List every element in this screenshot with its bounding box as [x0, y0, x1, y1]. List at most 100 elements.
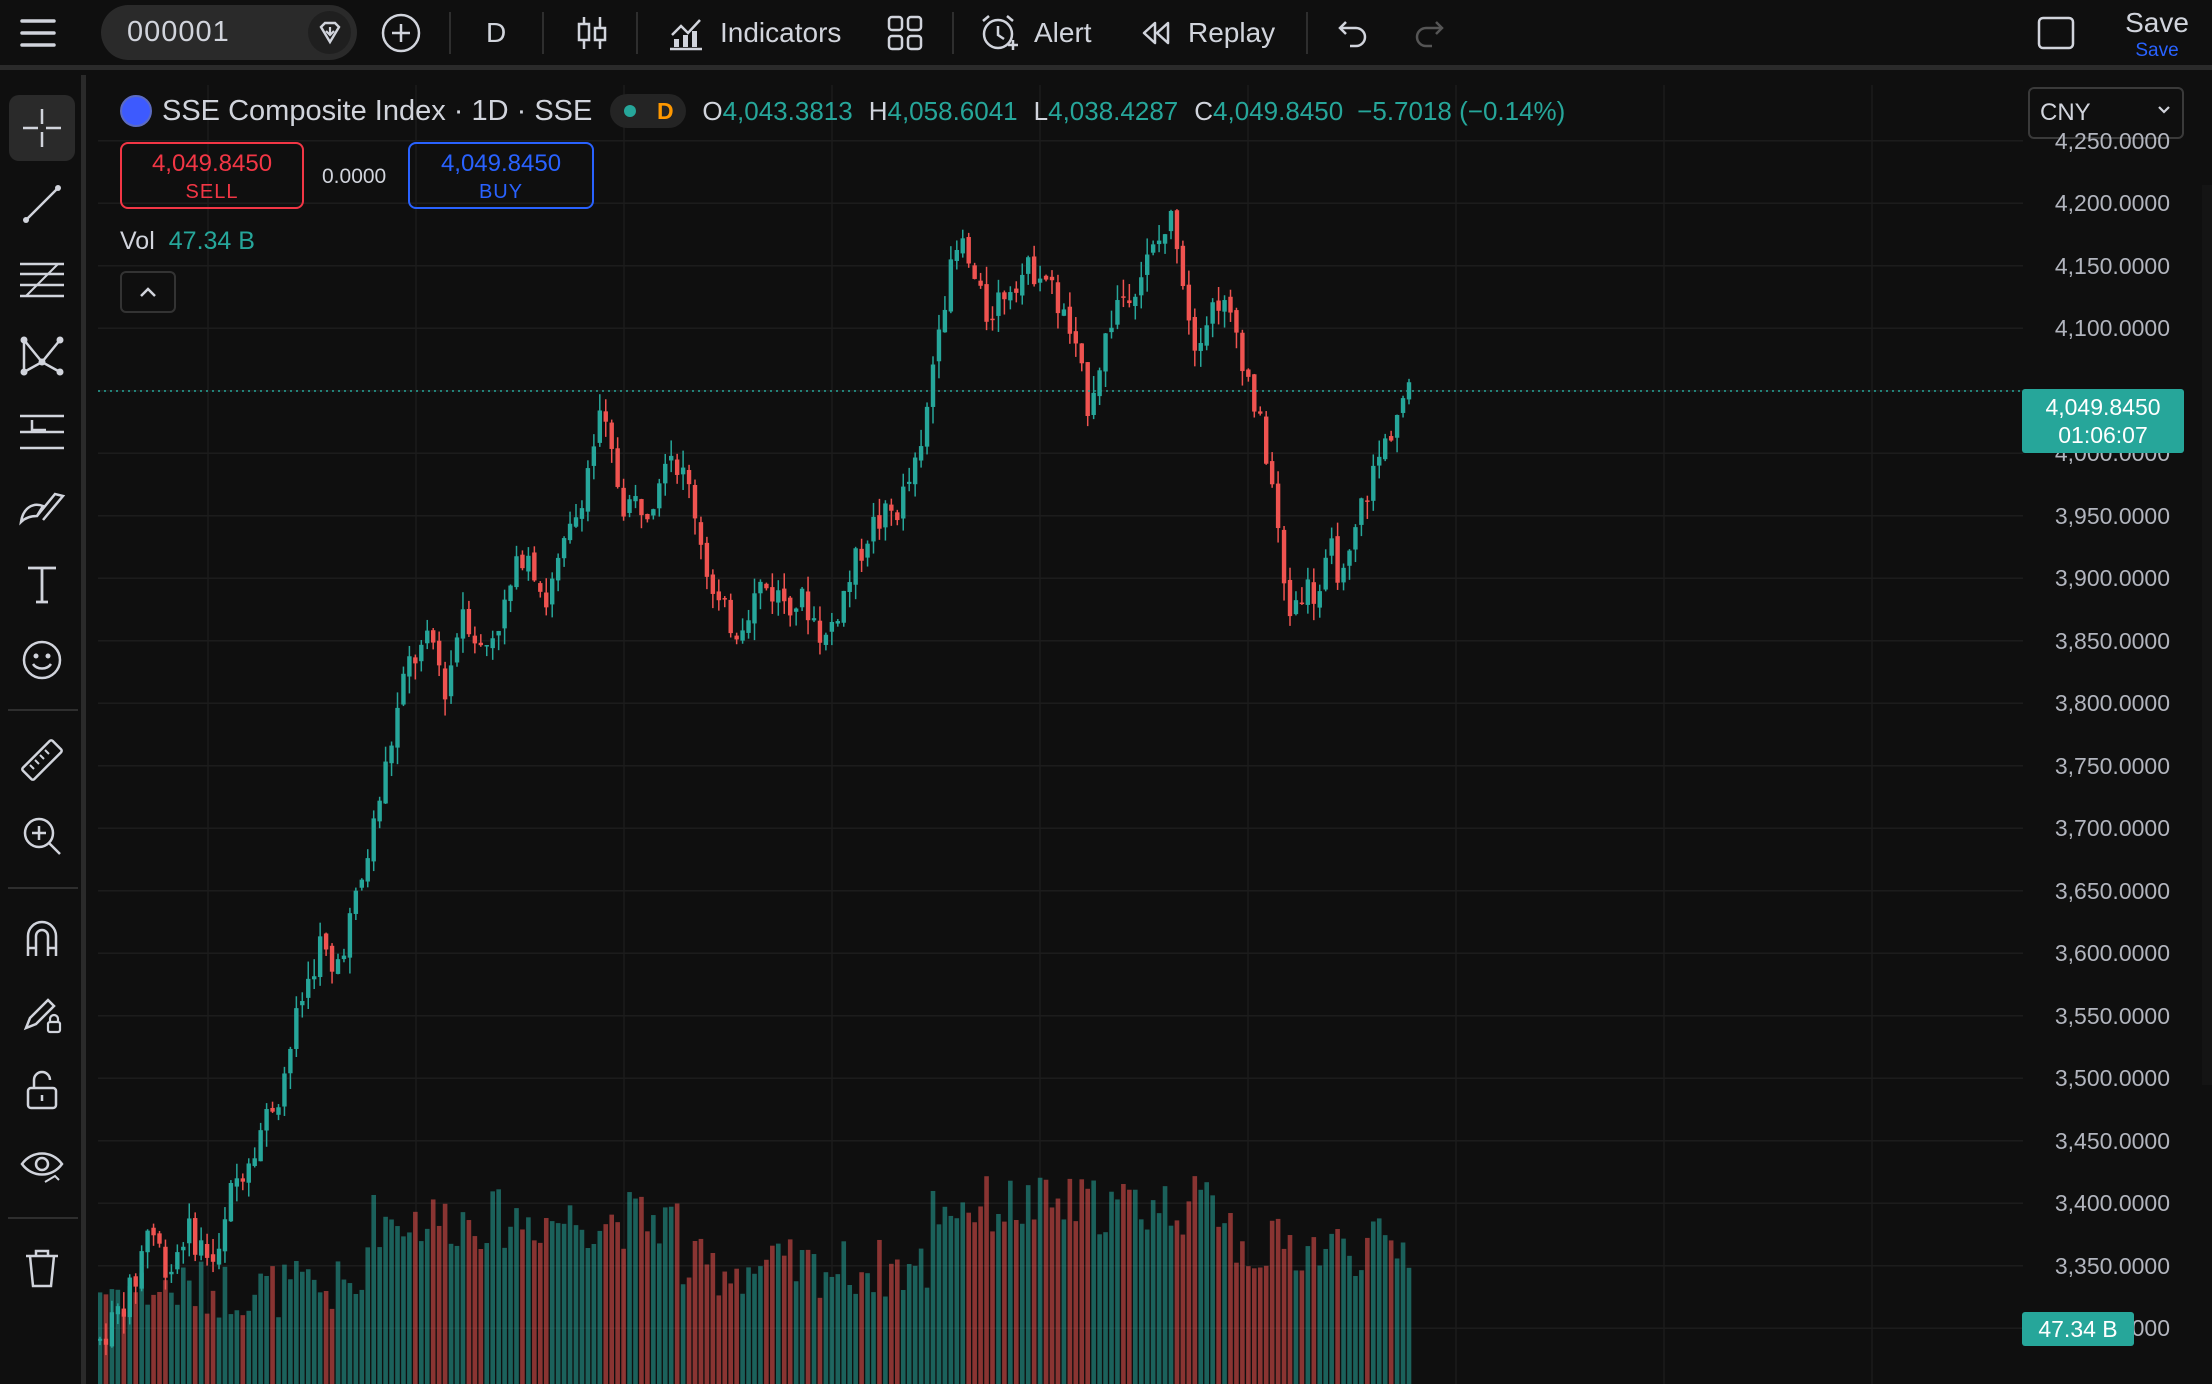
undo-icon[interactable] [1336, 0, 1370, 66]
volume-bar [621, 1248, 626, 1384]
candle-body [389, 745, 394, 764]
market-status-badge[interactable]: D [610, 94, 687, 128]
candle-body [972, 265, 977, 279]
indicators-icon [670, 19, 702, 51]
currency-select[interactable]: CNY [2028, 87, 2184, 139]
prediction-icon[interactable] [9, 399, 75, 465]
candle-body [466, 608, 472, 635]
redo-icon[interactable] [1412, 0, 1446, 66]
volume-bar [859, 1272, 864, 1384]
volume-tag: 47.34 B [2022, 1312, 2134, 1346]
magnet-icon[interactable] [9, 905, 75, 971]
volume-bar [192, 1306, 198, 1384]
volume-bar [139, 1272, 144, 1384]
candle-body [490, 638, 495, 649]
volume-bar [770, 1245, 775, 1384]
candle-body [365, 858, 370, 882]
sell-button[interactable]: 4,049.8450 SELL [120, 142, 304, 209]
volume-bar [871, 1292, 876, 1384]
toolbar-divider [952, 12, 954, 54]
candle-body [853, 548, 858, 585]
buy-button[interactable]: 4,049.8450 BUY [408, 142, 594, 209]
volume-bar [181, 1267, 186, 1384]
candle-body [1353, 527, 1358, 550]
volume-bar [282, 1264, 287, 1384]
candle-body [740, 630, 745, 641]
visibility-icon[interactable] [9, 1133, 75, 1199]
candle-body [246, 1163, 251, 1183]
candle-body [1323, 557, 1328, 590]
price-axis-label: 3,550.0000 [2054, 1002, 2170, 1029]
save-button[interactable]: Save Save [2112, 6, 2202, 62]
volume-bar [948, 1215, 954, 1384]
layout-grid-icon[interactable] [886, 0, 924, 66]
chart-type-icon[interactable] [574, 0, 610, 66]
candle-body [1049, 276, 1055, 281]
alert-button[interactable]: Alert [978, 0, 1092, 66]
volume-bar [1168, 1225, 1174, 1384]
candle-body [240, 1178, 245, 1182]
lock-drawing-icon[interactable] [9, 981, 75, 1047]
toolbar-divider [542, 12, 544, 54]
interval-button[interactable]: D [486, 0, 506, 66]
candle-body [883, 503, 888, 528]
candle-body [193, 1218, 198, 1255]
symbol-text: 000001 [127, 16, 230, 48]
zoom-in-icon[interactable] [9, 803, 75, 869]
trend-line-icon[interactable] [9, 171, 75, 237]
trash-icon[interactable] [9, 1235, 75, 1301]
volume-bar [662, 1207, 668, 1384]
toolbar-divider [8, 709, 78, 711]
volume-bar [906, 1264, 912, 1384]
collapse-legend-button[interactable] [120, 271, 176, 313]
text-tool-icon[interactable] [9, 551, 75, 617]
chart-pane[interactable]: SSE Composite Index · 1D · SSE D O 4,043.… [98, 85, 2212, 1384]
interval-label: D [486, 17, 507, 48]
candle-body [1103, 333, 1108, 372]
pattern-icon[interactable] [9, 323, 75, 389]
volume-bar [1359, 1270, 1364, 1384]
menu-icon[interactable] [18, 0, 58, 66]
candle-body [341, 955, 347, 960]
symbol-search[interactable]: 000001 [101, 5, 357, 60]
indicators-button[interactable]: Indicators [666, 0, 841, 66]
candle-body [1192, 316, 1197, 351]
candle-body [722, 598, 727, 600]
crosshair-icon[interactable] [9, 95, 75, 161]
volume-bar [210, 1290, 216, 1384]
toolbar-divider [8, 1217, 78, 1219]
volume-bar [651, 1215, 656, 1384]
ruler-icon[interactable] [9, 727, 75, 793]
price-axis-label: 3,800.0000 [2054, 690, 2170, 717]
volume-bar [1204, 1182, 1209, 1384]
fib-retracement-icon[interactable] [9, 247, 75, 313]
replay-button[interactable]: Replay [1138, 0, 1275, 66]
volume-bar [1079, 1179, 1085, 1384]
add-symbol-icon[interactable] [380, 0, 422, 66]
high-key: H [868, 95, 888, 126]
candle-body [526, 555, 531, 572]
price-chart[interactable] [98, 85, 2212, 1384]
candle-body [788, 597, 793, 616]
candle-body [621, 487, 626, 517]
fullscreen-icon[interactable] [2036, 0, 2076, 66]
candle-body [966, 237, 971, 264]
emoji-icon[interactable] [9, 627, 75, 693]
candle-body [496, 630, 501, 636]
candle-body [918, 446, 924, 461]
brush-icon[interactable] [9, 475, 75, 541]
unlock-icon[interactable] [9, 1057, 75, 1123]
legend-title[interactable]: SSE Composite Index · 1D · SSE [162, 94, 593, 127]
candle-body [1347, 550, 1352, 566]
candle-body [704, 542, 710, 577]
symbol-badge-icon[interactable] [308, 11, 351, 54]
volume-bar [710, 1252, 716, 1384]
volume-bar [1121, 1184, 1126, 1384]
volume-bar [645, 1231, 650, 1384]
candle-body [1186, 284, 1192, 321]
volume-bar [1043, 1179, 1049, 1384]
candle-body [782, 588, 787, 602]
volume-bar [1055, 1198, 1061, 1384]
candle-body [282, 1073, 287, 1107]
volume-bar [526, 1217, 531, 1384]
